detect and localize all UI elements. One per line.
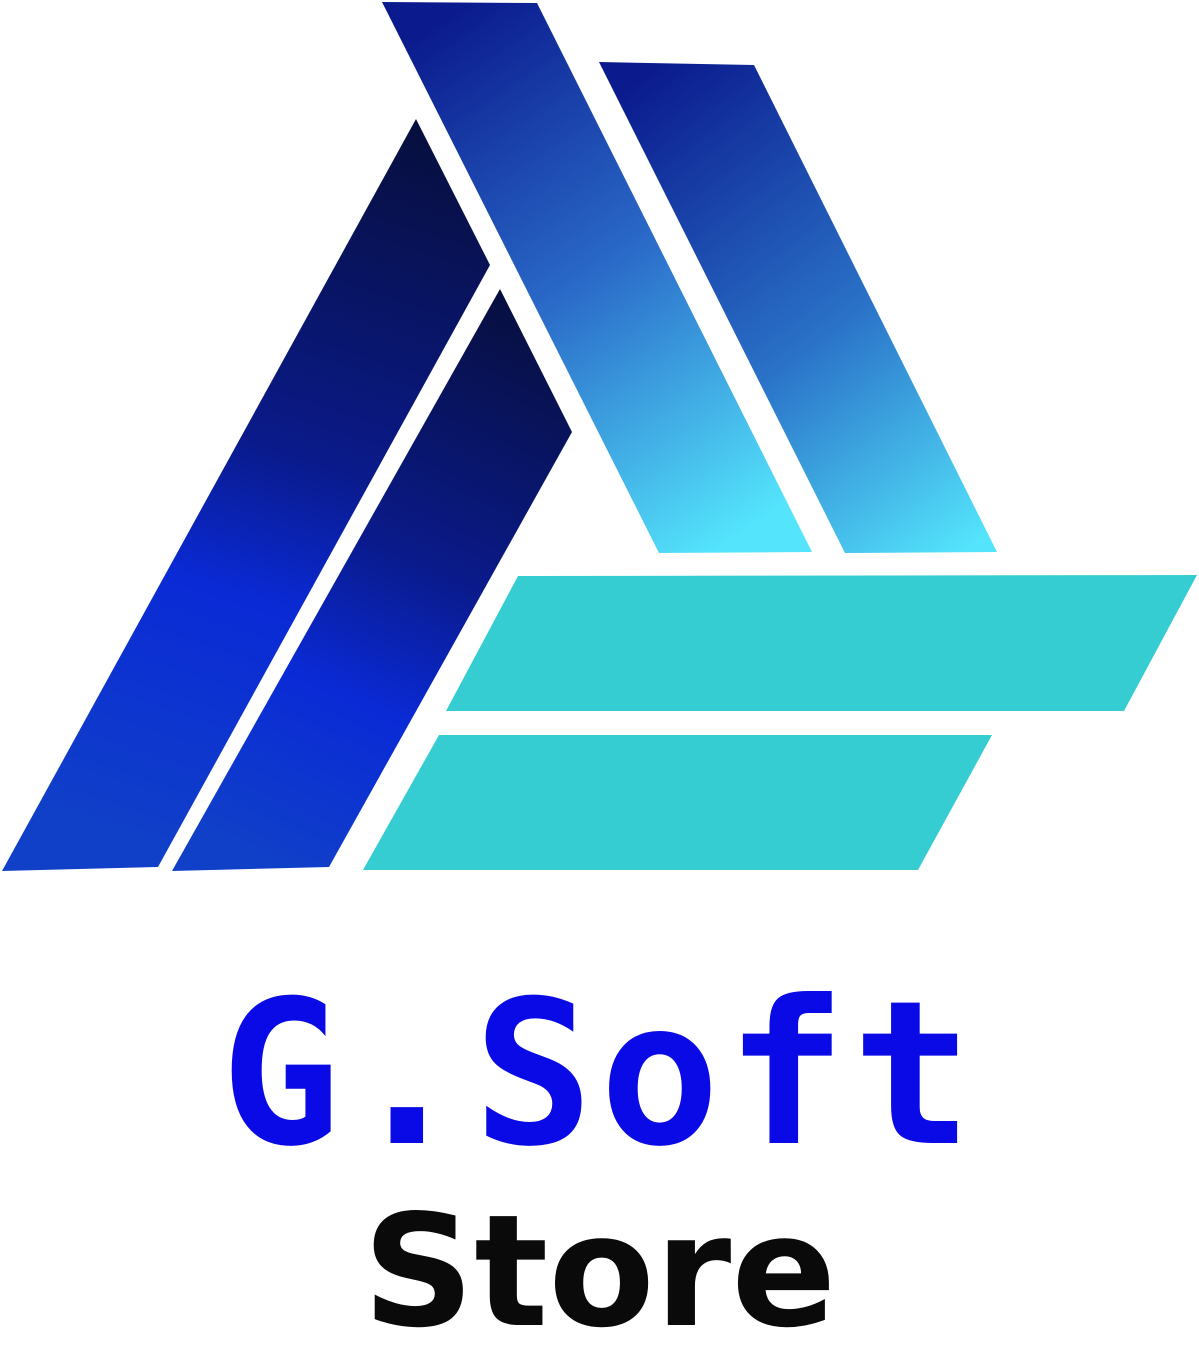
logo-mark <box>2 2 1197 871</box>
right-diagonal-bar <box>599 62 997 553</box>
center-diagonal-bar <box>382 2 812 553</box>
upper-teal-bar <box>446 575 1197 711</box>
triangle-a-icon <box>2 2 1197 871</box>
lower-teal-bar <box>363 735 992 870</box>
outer-left-bar <box>2 119 490 871</box>
inner-left-bar <box>172 289 572 871</box>
brand-name: G.Soft <box>220 958 979 1191</box>
brand-subtitle: Store <box>362 1181 837 1362</box>
